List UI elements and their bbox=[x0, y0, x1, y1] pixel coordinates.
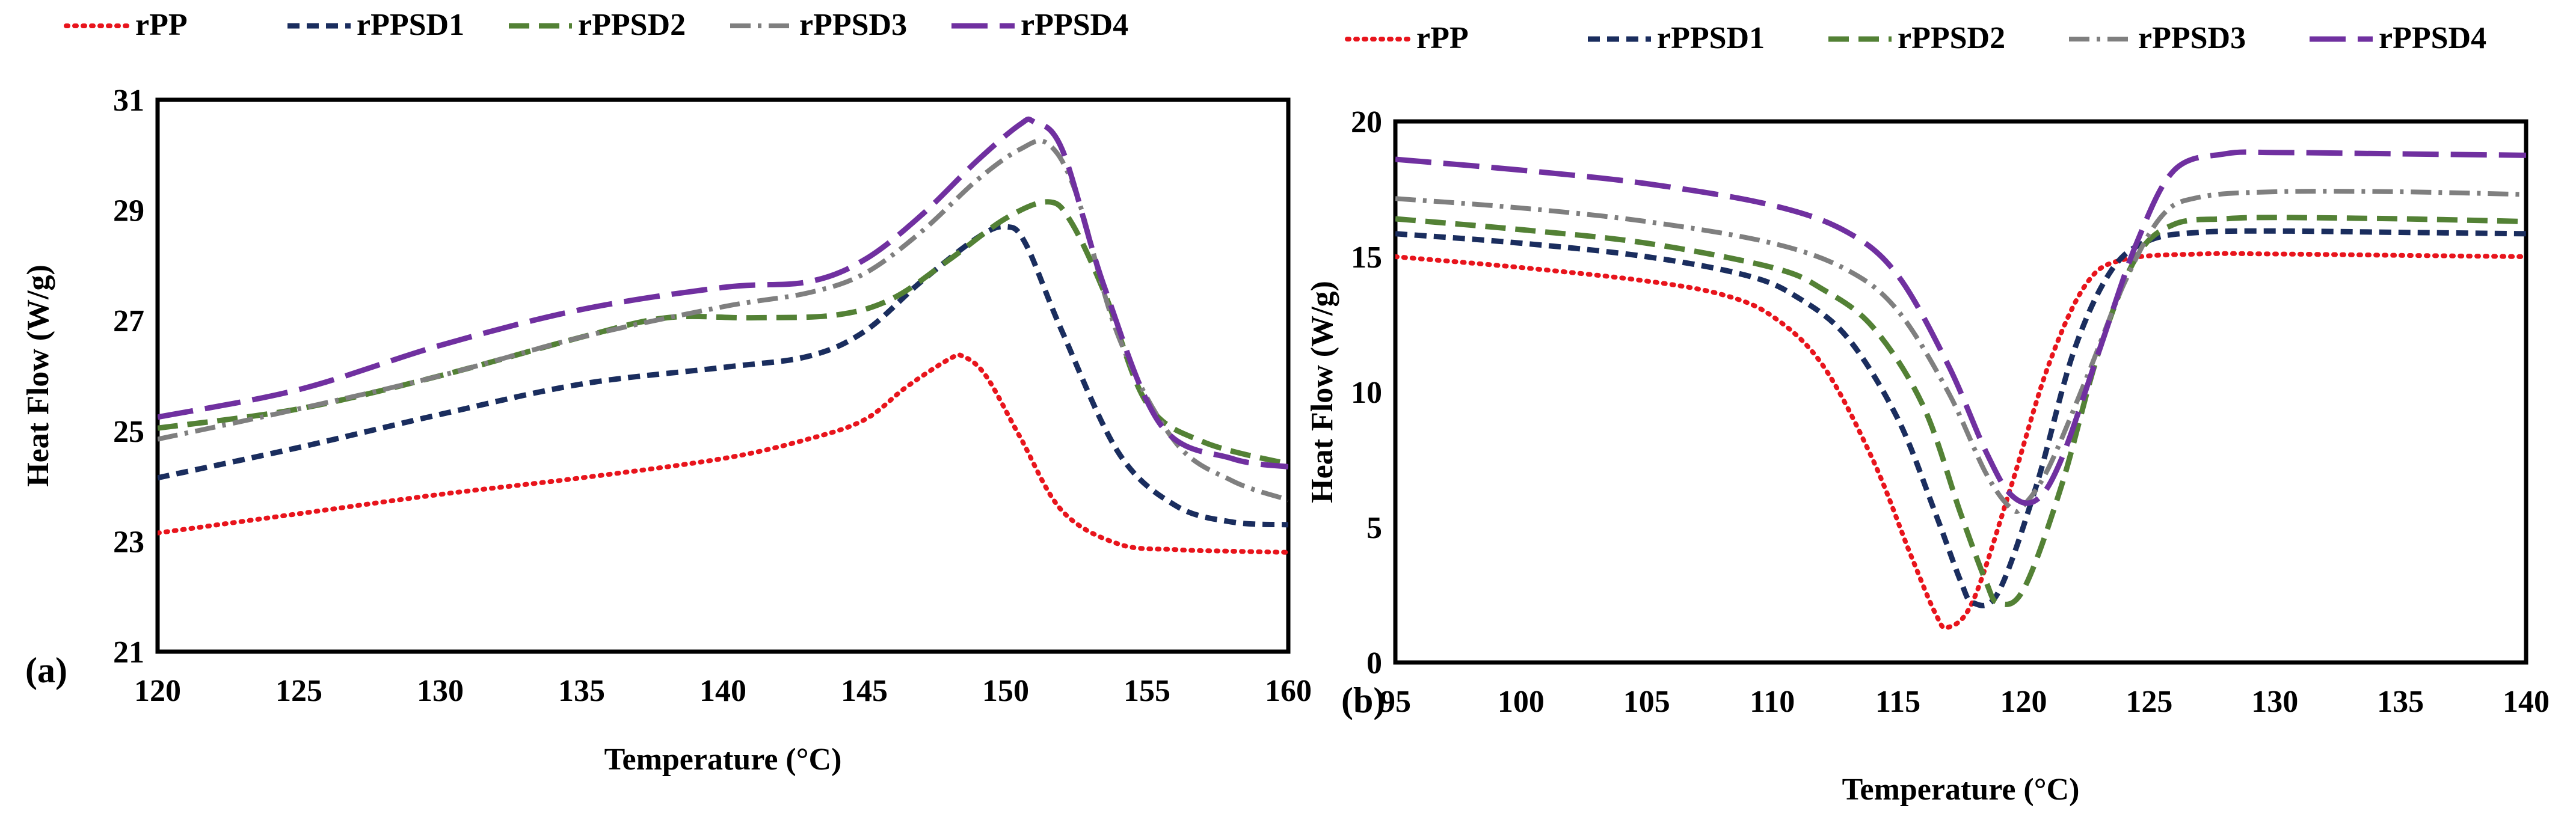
series-line-rppsd1 bbox=[1395, 228, 2526, 608]
legend: rPP rPPSD1 rPPSD2 rPPSD3 rPPSD4 bbox=[64, 8, 1128, 42]
legend-label-rppsd2: rPPSD2 bbox=[578, 8, 686, 42]
legend-label-rppsd1: rPPSD1 bbox=[357, 8, 464, 42]
x-tick-label: 160 bbox=[1265, 674, 1312, 708]
y-tick-label: 25 bbox=[113, 415, 144, 449]
y-tick-label: 20 bbox=[1351, 105, 1382, 139]
legend: rPP rPPSD1 rPPSD2 rPPSD3 rPPSD4 bbox=[1345, 21, 2486, 55]
y-axis-title: Heat Flow (W/g) bbox=[1305, 281, 1339, 503]
y-tick-label: 29 bbox=[113, 194, 144, 228]
y-tick-label: 15 bbox=[1351, 240, 1382, 275]
x-tick-label: 125 bbox=[2126, 685, 2172, 719]
x-tick-label: 125 bbox=[275, 674, 322, 708]
series-line-rpp bbox=[158, 352, 1288, 555]
series-line-rppsd3 bbox=[1395, 189, 2526, 514]
x-axis-title: Temperature (°C) bbox=[1842, 772, 2080, 807]
x-tick-label: 130 bbox=[417, 674, 464, 708]
y-axis-title: Heat Flow (W/g) bbox=[21, 265, 55, 487]
legend-label-rppsd4: rPPSD4 bbox=[1021, 8, 1128, 42]
y-tick-label: 0 bbox=[1366, 646, 1382, 681]
x-tick-label: 145 bbox=[841, 674, 888, 708]
plot-frame bbox=[155, 97, 1291, 654]
chart-panel-a: rPP rPPSD1 rPPSD2 rPPSD3 rPPSD4 120 125 130 135 1… bbox=[21, 8, 1312, 777]
x-tick-label: 150 bbox=[982, 674, 1029, 708]
x-tick-label: 140 bbox=[2503, 685, 2550, 719]
x-tick-label: 95 bbox=[1380, 685, 1411, 719]
legend-label-rppsd3: rPPSD3 bbox=[2138, 21, 2246, 55]
x-tick-label: 120 bbox=[2000, 685, 2047, 719]
y-tick-label: 21 bbox=[113, 635, 144, 670]
y-tick-label: 31 bbox=[113, 84, 144, 118]
legend-label-rpp: rPP bbox=[135, 8, 188, 42]
x-axis-title: Temperature (°C) bbox=[604, 742, 842, 777]
series-line-rpp bbox=[1395, 251, 2526, 631]
x-tick-label: 135 bbox=[2377, 685, 2424, 719]
y-tick-label: 27 bbox=[113, 304, 144, 338]
legend-label-rppsd3: rPPSD3 bbox=[799, 8, 907, 42]
plot-frame bbox=[1393, 119, 2528, 665]
series-line-rppsd4 bbox=[1395, 149, 2526, 506]
x-tick-label: 110 bbox=[1750, 685, 1795, 719]
y-tick-label: 23 bbox=[113, 525, 144, 559]
x-tick-label: 105 bbox=[1623, 685, 1670, 719]
legend-label-rppsd1: rPPSD1 bbox=[1657, 21, 1765, 55]
series-lines bbox=[1395, 149, 2526, 631]
legend-label-rppsd4: rPPSD4 bbox=[2379, 21, 2486, 55]
x-tick-label: 130 bbox=[2251, 685, 2298, 719]
panel-label: (a) bbox=[25, 650, 67, 690]
y-tick-label: 10 bbox=[1351, 376, 1382, 410]
series-line-rppsd4 bbox=[158, 116, 1288, 470]
x-tick-label: 135 bbox=[558, 674, 605, 708]
series-lines bbox=[158, 116, 1288, 555]
x-tick-label: 120 bbox=[134, 674, 181, 708]
series-line-rppsd1 bbox=[158, 224, 1288, 528]
x-tick-label: 140 bbox=[699, 674, 746, 708]
panel-label: (b) bbox=[1341, 681, 1385, 720]
y-tick-label: 5 bbox=[1366, 511, 1382, 545]
legend-label-rppsd2: rPPSD2 bbox=[1898, 21, 2005, 55]
series-line-rppsd2 bbox=[1395, 215, 2526, 607]
x-tick-label: 115 bbox=[1875, 685, 1920, 719]
x-tick-label: 100 bbox=[1498, 685, 1545, 719]
legend-label-rpp: rPP bbox=[1416, 21, 1469, 55]
x-tick-label: 155 bbox=[1124, 674, 1170, 708]
